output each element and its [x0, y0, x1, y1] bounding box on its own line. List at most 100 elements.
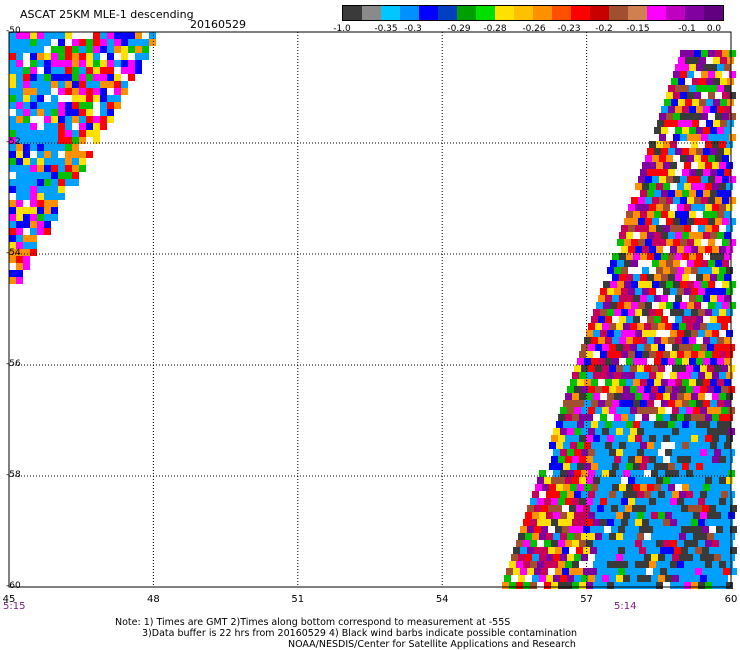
- wind-cell: [614, 330, 621, 337]
- wind-cell: [72, 116, 79, 123]
- wind-cell: [86, 102, 93, 109]
- wind-cell: [65, 95, 72, 102]
- wind-cell: [714, 407, 721, 414]
- wind-cell: [621, 519, 628, 526]
- wind-cell: [677, 372, 684, 379]
- wind-cell: [618, 568, 625, 575]
- wind-cell: [590, 568, 597, 575]
- wind-cell: [633, 253, 640, 260]
- wind-cell: [674, 568, 681, 575]
- wind-cell: [726, 288, 733, 295]
- wind-cell: [719, 288, 726, 295]
- wind-cell: [684, 435, 691, 442]
- wind-cell: [656, 288, 663, 295]
- wind-cell: [630, 323, 637, 330]
- wind-cell: [595, 575, 602, 582]
- wind-cell: [30, 53, 37, 60]
- wind-cell: [30, 172, 37, 179]
- wind-cell: [665, 386, 672, 393]
- wind-cell: [679, 365, 686, 372]
- wind-cell: [726, 372, 733, 379]
- wind-cell: [563, 463, 570, 470]
- wind-cell: [721, 491, 728, 498]
- wind-cell: [86, 67, 93, 74]
- wind-cell: [577, 442, 584, 449]
- wind-cell: [541, 526, 548, 533]
- wind-cell: [567, 407, 574, 414]
- wind-cell: [719, 477, 726, 484]
- wind-cell: [628, 288, 635, 295]
- wind-cell: [675, 442, 682, 449]
- wind-cell: [609, 470, 616, 477]
- wind-cell: [703, 64, 710, 71]
- wind-cell: [591, 379, 598, 386]
- wind-cell: [612, 358, 619, 365]
- wind-cell: [114, 74, 121, 81]
- wind-cell: [532, 533, 539, 540]
- wind-cell: [623, 386, 630, 393]
- wind-cell: [595, 428, 602, 435]
- wind-cell: [692, 99, 699, 106]
- wind-cell: [100, 46, 107, 53]
- wind-cell: [621, 225, 628, 232]
- wind-cell: [600, 561, 607, 568]
- wind-cell: [674, 505, 681, 512]
- wind-cell: [688, 547, 695, 554]
- wind-cell: [672, 407, 679, 414]
- wind-cell: [680, 71, 687, 78]
- wind-cell: [596, 302, 603, 309]
- wind-cell: [687, 50, 694, 57]
- colorbar-label: 0.0: [706, 24, 722, 34]
- wind-cell: [623, 470, 630, 477]
- wind-cell: [142, 53, 149, 60]
- wind-cell: [586, 372, 593, 379]
- wind-cell: [560, 407, 567, 414]
- wind-cell: [701, 260, 708, 267]
- wind-cell: [678, 57, 685, 64]
- wind-cell: [721, 512, 728, 519]
- wind-cell: [626, 274, 633, 281]
- wind-cell: [614, 246, 621, 253]
- wind-cell: [642, 414, 649, 421]
- wind-cell: [614, 582, 621, 589]
- wind-cell: [567, 491, 574, 498]
- wind-cell: [607, 477, 614, 484]
- wind-cell: [682, 295, 689, 302]
- wind-cell: [100, 102, 107, 109]
- wind-cell: [652, 302, 659, 309]
- colorbar-swatch: [685, 6, 704, 20]
- wind-cell: [58, 102, 65, 109]
- wind-cell: [679, 470, 686, 477]
- wind-cell: [696, 484, 703, 491]
- wind-cell: [675, 316, 682, 323]
- wind-cell: [703, 190, 710, 197]
- wind-cell: [645, 176, 652, 183]
- wind-cell: [626, 295, 633, 302]
- wind-cell: [560, 533, 567, 540]
- wind-cell: [695, 505, 702, 512]
- wind-cell: [729, 50, 736, 57]
- wind-cell: [593, 498, 600, 505]
- wind-cell: [37, 32, 44, 39]
- wind-cell: [652, 218, 659, 225]
- wind-cell: [619, 400, 626, 407]
- wind-cell: [9, 116, 16, 123]
- colorbar-swatch: [571, 6, 590, 20]
- wind-cell: [607, 582, 614, 589]
- colorbar-swatch: [457, 6, 476, 20]
- wind-cell: [651, 533, 658, 540]
- wind-cell: [586, 456, 593, 463]
- wind-cell: [684, 582, 691, 589]
- wind-cell: [16, 270, 23, 277]
- wind-cell: [647, 400, 654, 407]
- wind-cell: [684, 309, 691, 316]
- wind-cell: [534, 505, 541, 512]
- wind-cell: [684, 561, 691, 568]
- wind-cell: [647, 442, 654, 449]
- wind-cell: [23, 200, 30, 207]
- wind-cell: [724, 64, 731, 71]
- lat-label: -56: [6, 359, 21, 369]
- wind-cell: [715, 92, 722, 99]
- wind-cell: [653, 547, 660, 554]
- wind-cell: [30, 207, 37, 214]
